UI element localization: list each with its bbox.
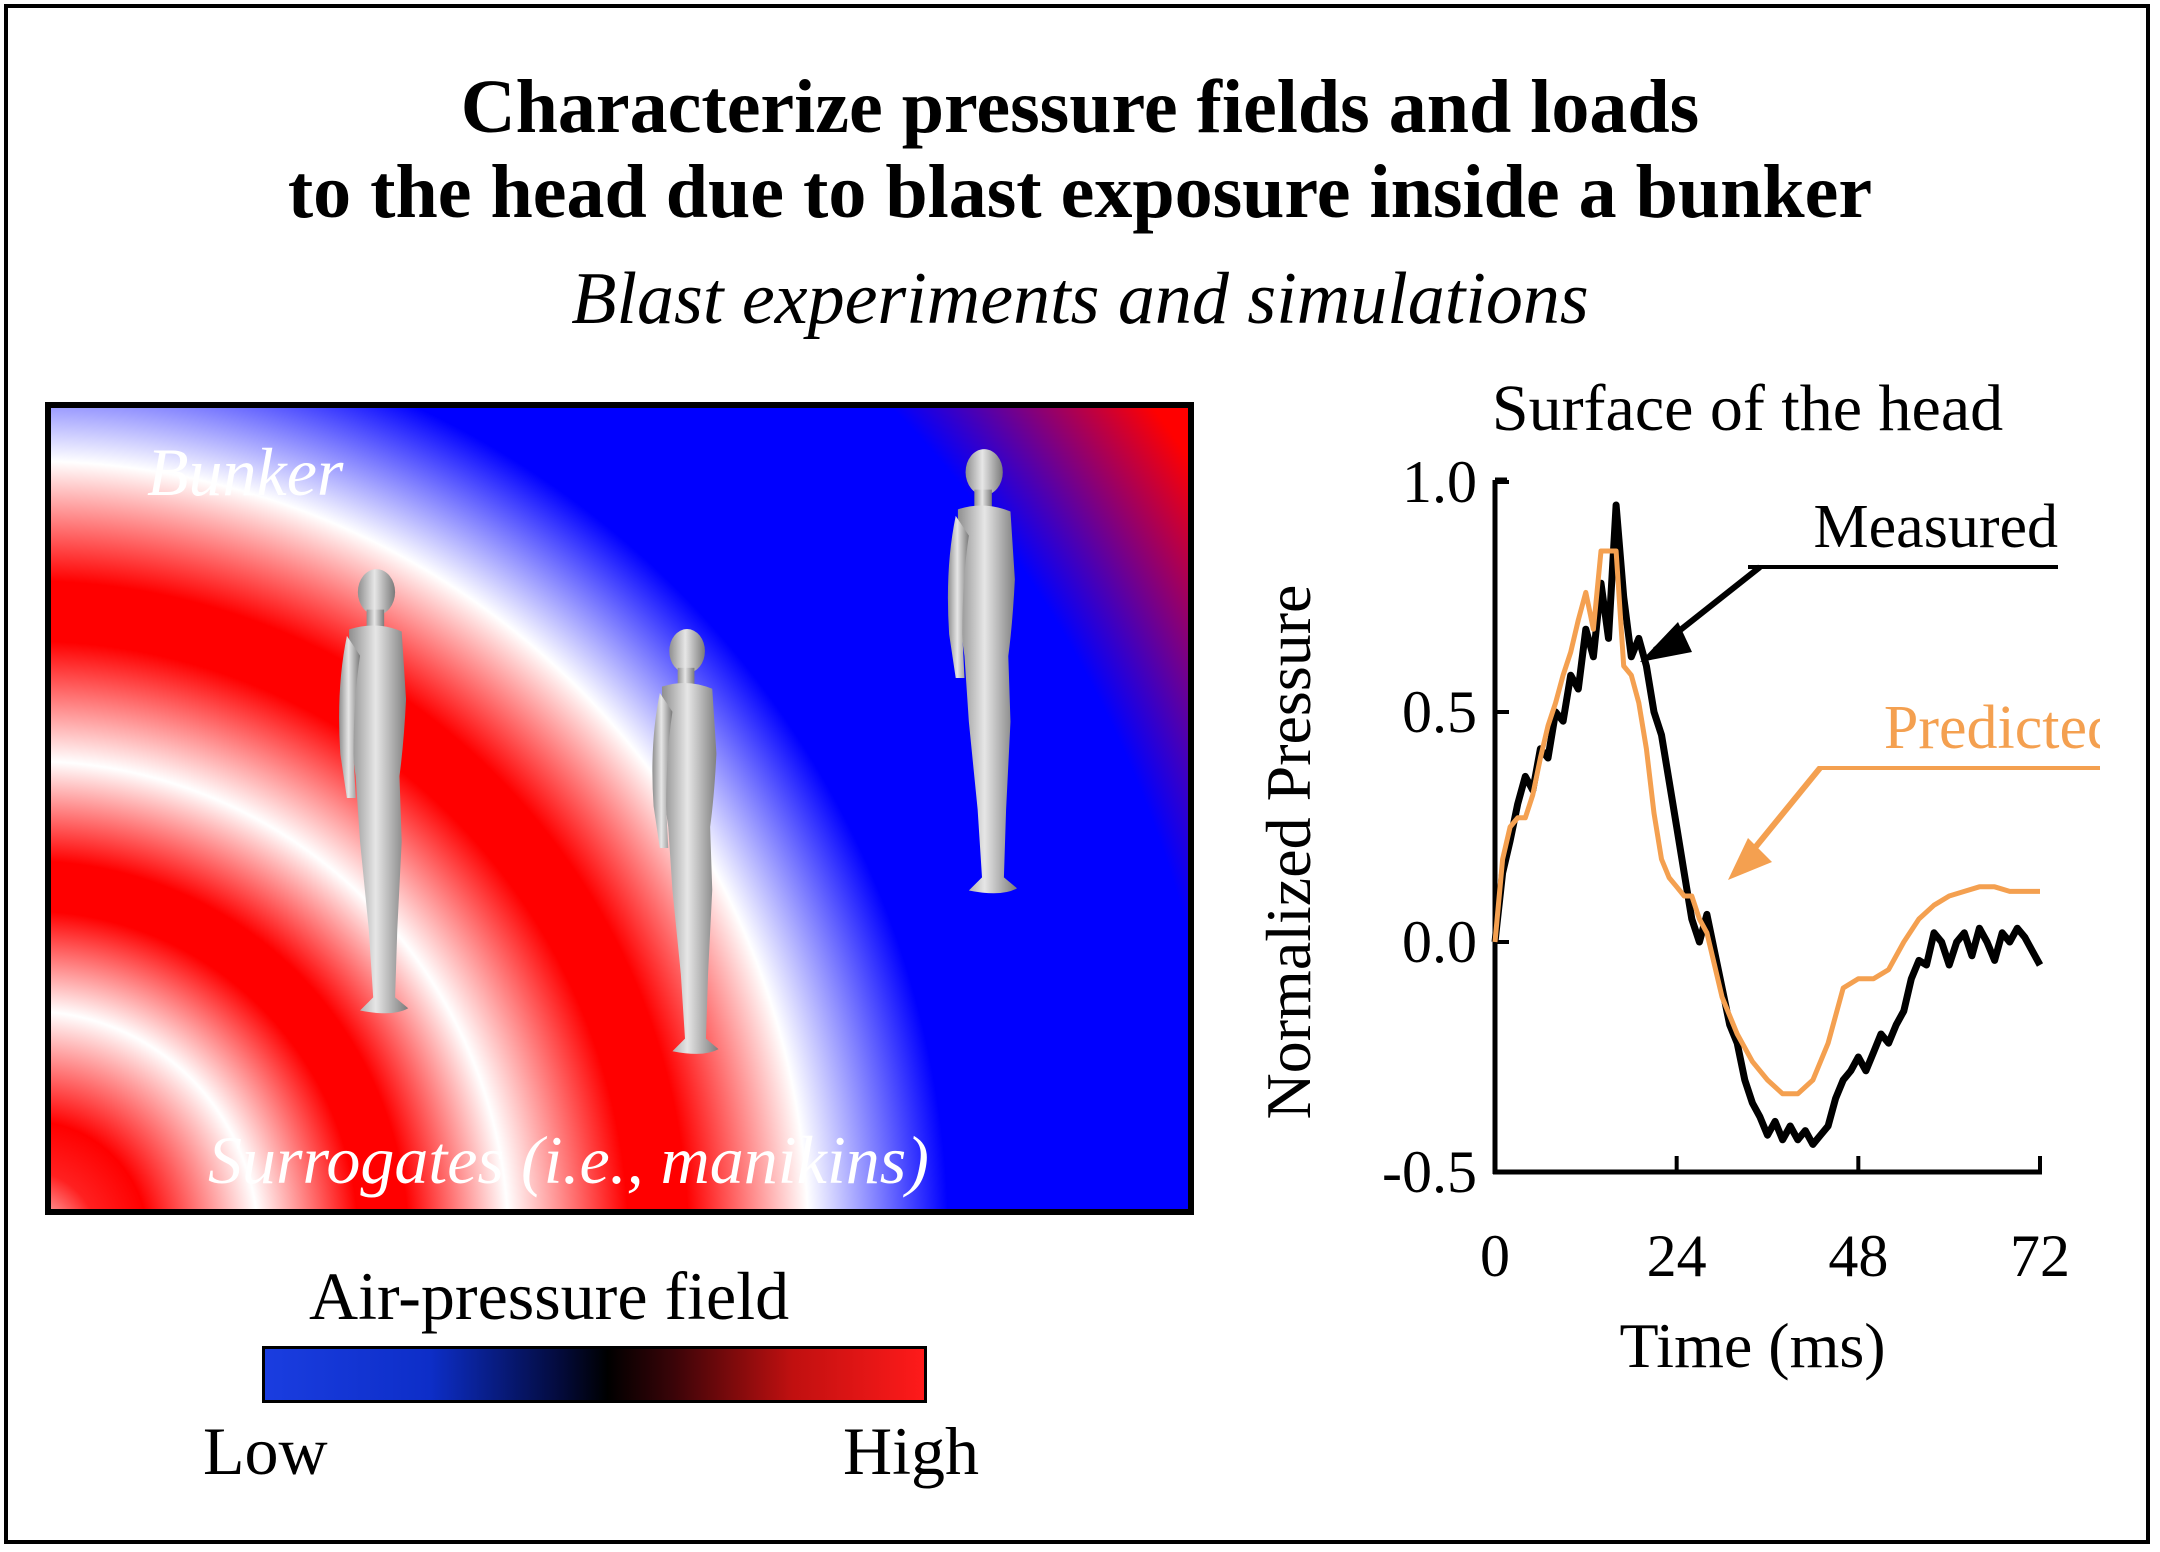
colorbar-low-label: Low (203, 1413, 328, 1489)
series-line-predicted (1492, 548, 2040, 1097)
predicted-arrow-line (1742, 766, 1823, 862)
predicted-arrow-head (1728, 838, 1772, 880)
pressure-field-panel: Bunker Surrogates (i.e., manikins) (45, 402, 1194, 1215)
series-line-measured (1491, 501, 2044, 1148)
x-tick-label: 48 (1828, 1223, 1888, 1289)
x-tick-label: 24 (1647, 1223, 1707, 1289)
colorbar-high-label: High (843, 1413, 979, 1489)
title-line-1: Characterize pressure fields and loads (460, 65, 1700, 149)
title-line-2: to the head due to blast exposure inside… (287, 150, 1873, 234)
y-tick-label: 1.0 (1402, 449, 1477, 515)
figure-frame (4, 4, 2150, 1544)
measured-arrow-head (1640, 622, 1692, 662)
x-axis-label: Time (ms) (1619, 1310, 1885, 1381)
chart-title: Surface of the head (1492, 372, 2003, 445)
y-tick-label: 0.5 (1402, 679, 1477, 745)
manikin-figure-2 (652, 629, 719, 1054)
y-tick-label: -0.5 (1382, 1139, 1477, 1205)
y-axis-label: Normalized Pressure (1253, 585, 1324, 1120)
y-tick-label: 0.0 (1402, 909, 1477, 975)
subtitle: Blast experiments and simulations (571, 258, 1589, 340)
predicted-label: Predicted (1884, 694, 2100, 762)
surrogates-label: Surrogates (i.e., manikins) (208, 1122, 929, 1198)
x-tick-label: 0 (1480, 1223, 1510, 1289)
manikin-figure-1 (339, 569, 409, 1014)
measured-label: Measured (1814, 493, 2058, 561)
colorbar (262, 1346, 927, 1403)
manikin-figure-3 (947, 449, 1018, 894)
x-tick-label: 72 (2010, 1223, 2070, 1289)
colorbar-title: Air-pressure field (309, 1258, 790, 1334)
bunker-label: Bunker (147, 434, 344, 510)
